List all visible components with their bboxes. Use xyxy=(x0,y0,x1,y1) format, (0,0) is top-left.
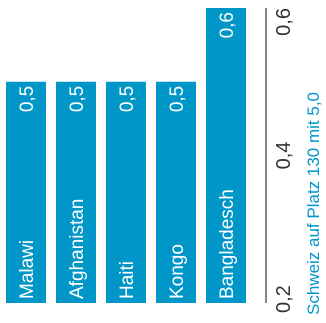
tick-label: 0,4 xyxy=(273,142,295,170)
bar-label: Afghanistan xyxy=(67,199,88,299)
value-axis: 0,2 0,4 0,6 xyxy=(265,8,295,313)
chart-caption: Schweiz auf Platz 130 mit 5,0 xyxy=(304,92,323,315)
bar-label: Malawi xyxy=(17,240,38,299)
bar-label: Kongo xyxy=(167,244,188,299)
bar-haiti xyxy=(106,81,146,303)
bar-value-label: 0,6 xyxy=(217,12,238,38)
bar-malawi xyxy=(6,81,46,303)
bar-label: Bangladesch xyxy=(217,189,238,299)
tick-label: 0,2 xyxy=(273,285,295,313)
bar-value-label: 0,5 xyxy=(67,86,88,112)
bar-kongo xyxy=(156,81,196,303)
bar-afghanistan xyxy=(56,81,96,303)
bar-bangladesch xyxy=(206,8,246,303)
bar-label: Haiti xyxy=(117,261,138,299)
bar-value-label: 0,5 xyxy=(117,86,138,112)
tick-label: 0,6 xyxy=(273,8,295,36)
bar-value-label: 0,5 xyxy=(17,86,38,112)
bar-value-label: 0,5 xyxy=(167,86,188,112)
bars-group: Malawi 0,5 Afghanistan 0,5 Haiti 0,5 Kongo 0,5 B… xyxy=(6,8,246,303)
